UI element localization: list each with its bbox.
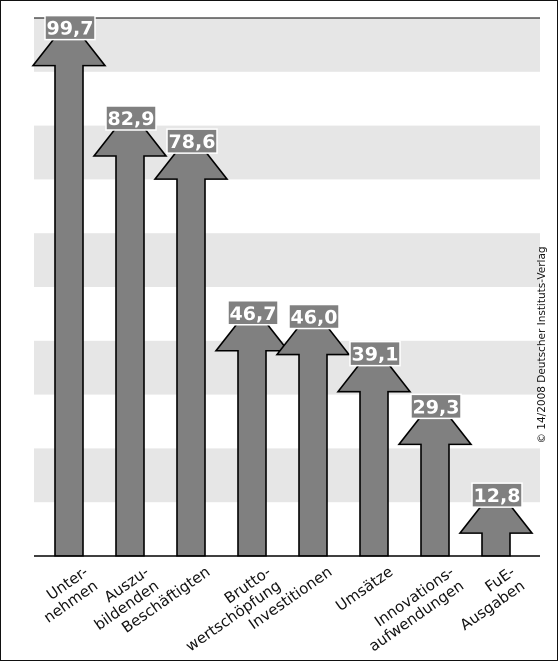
bar-arrow: [275, 307, 351, 557]
grid-band: [34, 233, 540, 287]
value-label-box: [227, 300, 279, 326]
value-label-box: [349, 340, 401, 367]
bar-arrow: [92, 108, 168, 557]
value-label: 12,8: [474, 485, 521, 507]
value-label: 82,9: [108, 108, 155, 130]
grid-band: [34, 448, 540, 503]
credit-text: © 14/2008 Deutscher Instituts-Verlag: [536, 246, 548, 443]
bar-arrow: [397, 397, 473, 557]
grid-band: [34, 18, 540, 72]
bar-arrow: [153, 131, 229, 557]
value-label: 99,7: [47, 18, 94, 40]
bars: 99,7 82,9 78,6 46,7 46,0 39,1 29,3 12,8: [31, 14, 534, 557]
value-label-box: [471, 482, 523, 508]
value-label: 29,3: [413, 396, 460, 418]
value-label-box: [166, 128, 218, 154]
value-label: 46,0: [291, 307, 338, 329]
value-label-box: [288, 303, 340, 330]
bar-arrow: [458, 485, 534, 557]
bar-arrow: [336, 344, 412, 557]
value-label: 39,1: [352, 344, 399, 366]
bar-arrow: [214, 303, 290, 557]
value-label-box: [410, 393, 462, 420]
value-label: 78,6: [169, 131, 216, 153]
value-label: 46,7: [230, 303, 277, 325]
value-label-box: [105, 105, 157, 131]
value-label-box: [44, 14, 96, 41]
bar-arrow: [31, 18, 107, 557]
